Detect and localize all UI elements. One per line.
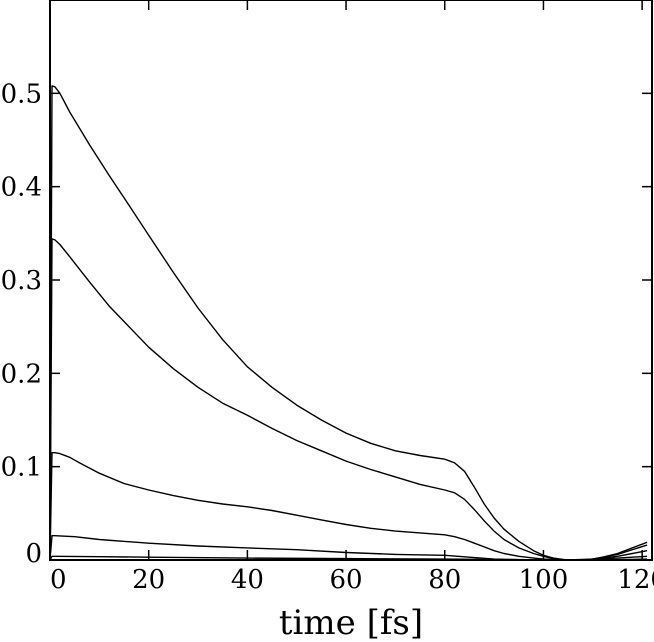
x-tick-label: 40: [231, 565, 264, 595]
x-tick-label: 120: [617, 565, 654, 595]
x-tick-label: 60: [330, 565, 363, 595]
x-tick-label: 100: [519, 565, 569, 595]
series-line-2: [49, 238, 648, 561]
y-tick-label: 0.5: [1, 79, 42, 109]
y-tick-label: 0: [25, 539, 42, 569]
x-axis-title: time [fs]: [279, 603, 423, 642]
series-lines: [49, 85, 648, 561]
x-tick-label: 20: [132, 565, 165, 595]
y-tick-label: 0.2: [1, 359, 42, 389]
series-line-3: [49, 452, 648, 561]
y-tick-label: 0.1: [1, 453, 42, 483]
y-tick-label: 0.4: [1, 173, 42, 203]
x-tick-label: 80: [428, 565, 461, 595]
series-line-4: [49, 535, 648, 561]
x-axis-ticks: 0 20 40 60 80 100 120: [49, 0, 654, 595]
plot-frame: [49, 0, 653, 561]
series-line-1: [49, 85, 648, 561]
y-tick-label: 0.3: [1, 266, 42, 296]
y-axis-ticks: 0 0.1 0.2 0.3 0.4 0.5: [1, 79, 652, 569]
x-tick-label: 0: [50, 565, 67, 595]
series-line-5: [49, 555, 648, 561]
